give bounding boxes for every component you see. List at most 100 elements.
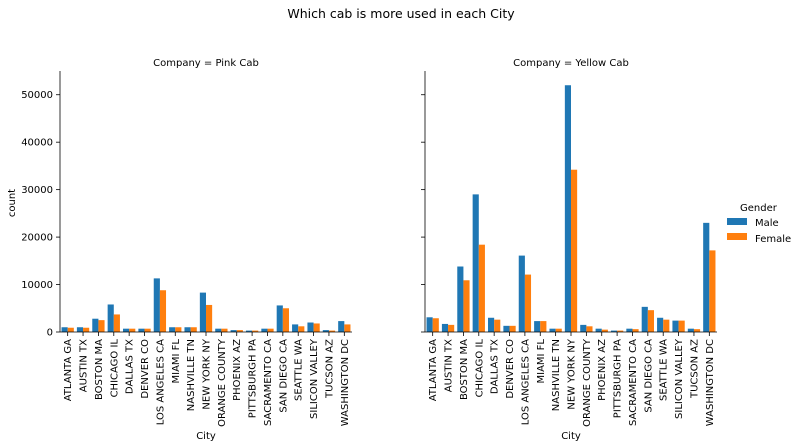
figure-suptitle: Which cab is more used in each City bbox=[287, 6, 515, 21]
pink-cab-x-tick-label: ATLANTA GA bbox=[63, 339, 74, 401]
yellow-cab-x-tick-label: MIAMI FL bbox=[536, 339, 547, 384]
pink-cab-bar-tucson-az-male bbox=[322, 330, 329, 332]
yellow-cab-x-tick-label: DENVER CO bbox=[505, 339, 516, 399]
yellow-cab-panel-title: Company = Yellow Cab bbox=[513, 58, 629, 69]
legend-title: Gender bbox=[740, 203, 778, 214]
pink-cab-bar-new-york-ny-male bbox=[199, 292, 206, 332]
yellow-cab-x-tick-label: ATLANTA GA bbox=[428, 339, 439, 401]
pink-cab-panel-title: Company = Pink Cab bbox=[153, 58, 259, 69]
pink-cab-bar-austin-tx-female bbox=[83, 327, 90, 332]
yellow-cab-x-tick-label: NEW YORK NY bbox=[567, 338, 578, 409]
pink-cab-bar-dallas-tx-female bbox=[129, 328, 136, 332]
pink-cab-bar-orange-county-female bbox=[221, 328, 228, 332]
pink-cab-x-tick-label: SILICON VALLEY bbox=[309, 338, 320, 419]
yellow-cab-bar-seattle-wa-male bbox=[657, 317, 664, 332]
yellow-cab-bar-nashville-tn-female bbox=[555, 328, 562, 332]
pink-cab-bar-miami-fl-female bbox=[175, 327, 182, 332]
pink-cab-x-axis-label: City bbox=[196, 431, 216, 442]
yellow-cab-bar-dallas-tx-male bbox=[488, 317, 495, 332]
yellow-cab-bar-new-york-ny-male bbox=[564, 85, 571, 333]
pink-cab-bar-austin-tx-male bbox=[76, 327, 84, 332]
yellow-cab-bar-san-diego-ca-male bbox=[641, 306, 648, 332]
pink-cab-bar-seattle-wa-female bbox=[298, 326, 305, 332]
pink-cab-bar-phoenix-az-female bbox=[236, 330, 243, 332]
pink-cab-bar-washington-dc-male bbox=[338, 321, 345, 332]
yellow-cab-bar-sacramento-ca-female bbox=[632, 329, 639, 332]
pink-cab-x-tick-label: TUCSON AZ bbox=[324, 339, 335, 399]
pink-cab-panel: Company = Pink Cab count City ATLANTA GA… bbox=[7, 58, 352, 442]
yellow-cab-bar-phoenix-az-male bbox=[595, 328, 602, 332]
yellow-cab-bar-pittsburgh-pa-male bbox=[610, 330, 618, 332]
pink-cab-bar-washington-dc-female bbox=[344, 324, 351, 332]
pink-cab-x-tick-label: CHICAGO IL bbox=[109, 339, 120, 398]
pink-cab-bar-phoenix-az-male bbox=[230, 330, 237, 332]
pink-cab-bar-seattle-wa-male bbox=[292, 324, 299, 332]
gender-legend: Gender Male Female bbox=[727, 203, 791, 245]
yellow-cab-bar-orange-county-male bbox=[580, 324, 587, 332]
yellow-cab-bar-seattle-wa-female bbox=[663, 319, 670, 332]
pink-cab-bar-san-diego-ca-male bbox=[276, 305, 283, 332]
yellow-cab-x-tick-label: SAN DIEGO CA bbox=[643, 339, 654, 413]
yellow-cab-bar-atlanta-ga-female bbox=[432, 318, 439, 332]
pink-cab-bar-atlanta-ga-female bbox=[67, 327, 74, 332]
pink-cab-bar-orange-county-male bbox=[215, 328, 222, 332]
yellow-cab-bar-denver-co-female bbox=[509, 325, 516, 332]
pink-cab-x-tick-label: MIAMI FL bbox=[171, 339, 182, 384]
y-tick-label: 10000 bbox=[21, 280, 53, 291]
pink-cab-x-tick-label: ORANGE COUNTY bbox=[217, 338, 228, 427]
yellow-cab-x-tick-label: PHOENIX AZ bbox=[597, 339, 608, 401]
yellow-cab-x-tick-label: TUCSON AZ bbox=[689, 339, 700, 399]
pink-cab-bar-boston-ma-female bbox=[98, 320, 105, 332]
pink-cab-bar-new-york-ny-female bbox=[206, 304, 213, 332]
pink-cab-bar-sacramento-ca-female bbox=[267, 328, 274, 332]
pink-cab-bar-denver-co-female bbox=[144, 328, 151, 332]
yellow-cab-x-tick-label: SILICON VALLEY bbox=[674, 338, 685, 419]
pink-cab-bar-silicon-valley-female bbox=[313, 323, 320, 332]
pink-cab-x-tick-label: WASHINGTON DC bbox=[340, 339, 351, 426]
pink-cab-bar-tucson-az-female bbox=[328, 330, 336, 332]
y-tick-label: 20000 bbox=[21, 233, 53, 244]
pink-cab-bar-miami-fl-male bbox=[169, 327, 176, 332]
yellow-cab-panel: Company = Yellow Cab City ATLANTA GA AUST… bbox=[421, 58, 717, 442]
yellow-cab-bar-orange-county-female bbox=[586, 326, 593, 332]
yellow-cab-bar-silicon-valley-male bbox=[672, 320, 679, 332]
y-tick-label: 40000 bbox=[21, 138, 53, 149]
yellow-cab-bar-atlanta-ga-male bbox=[426, 317, 433, 332]
yellow-cab-x-axis-label: City bbox=[561, 431, 581, 442]
y-axis-label: count bbox=[7, 189, 18, 217]
pink-cab-x-tick-label: SEATTLE WA bbox=[294, 339, 305, 401]
yellow-cab-x-tick-label: BOSTON MA bbox=[459, 339, 470, 400]
yellow-cab-bar-boston-ma-female bbox=[463, 280, 470, 332]
pink-cab-x-tick-label: AUSTIN TX bbox=[79, 339, 90, 392]
y-tick-label: 0 bbox=[47, 328, 53, 339]
yellow-cab-bar-chicago-il-male bbox=[472, 194, 479, 332]
yellow-cab-bar-austin-tx-male bbox=[441, 323, 449, 332]
y-tick-label: 50000 bbox=[21, 90, 53, 101]
pink-cab-x-tick-label: LOS ANGELES CA bbox=[155, 339, 166, 425]
pink-cab-x-tick-label: PHOENIX AZ bbox=[232, 339, 243, 401]
yellow-cab-bar-sacramento-ca-male bbox=[626, 328, 633, 332]
pink-cab-x-tick-label: SAN DIEGO CA bbox=[278, 339, 289, 413]
pink-cab-bar-los-angeles-ca-male bbox=[153, 278, 160, 332]
yellow-cab-bar-san-diego-ca-female bbox=[647, 310, 654, 332]
legend-swatch-female bbox=[727, 233, 747, 240]
yellow-cab-x-tick-label: SACRAMENTO CA bbox=[628, 339, 639, 426]
yellow-cab-x-tick-label: DALLAS TX bbox=[490, 339, 501, 394]
pink-cab-bar-nashville-tn-female bbox=[190, 327, 197, 332]
pink-cab-bar-dallas-tx-male bbox=[123, 328, 130, 332]
yellow-cab-bar-tucson-az-female bbox=[693, 329, 701, 332]
yellow-cab-bar-washington-dc-female bbox=[709, 250, 716, 332]
pink-cab-x-tick-label: SACRAMENTO CA bbox=[263, 339, 274, 426]
pink-cab-x-tick-label: DENVER CO bbox=[140, 339, 151, 399]
pink-cab-x-tick-label: BOSTON MA bbox=[94, 339, 105, 400]
yellow-cab-bar-boston-ma-male bbox=[457, 266, 464, 332]
yellow-cab-bar-washington-dc-male bbox=[703, 222, 710, 332]
yellow-cab-bar-pittsburgh-pa-female bbox=[617, 330, 624, 332]
yellow-cab-bar-silicon-valley-female bbox=[678, 320, 685, 332]
pink-cab-bar-los-angeles-ca-female bbox=[159, 290, 167, 332]
yellow-cab-bar-phoenix-az-female bbox=[601, 329, 608, 332]
pink-cab-bar-silicon-valley-male bbox=[307, 322, 314, 332]
yellow-cab-bar-nashville-tn-male bbox=[549, 328, 556, 332]
